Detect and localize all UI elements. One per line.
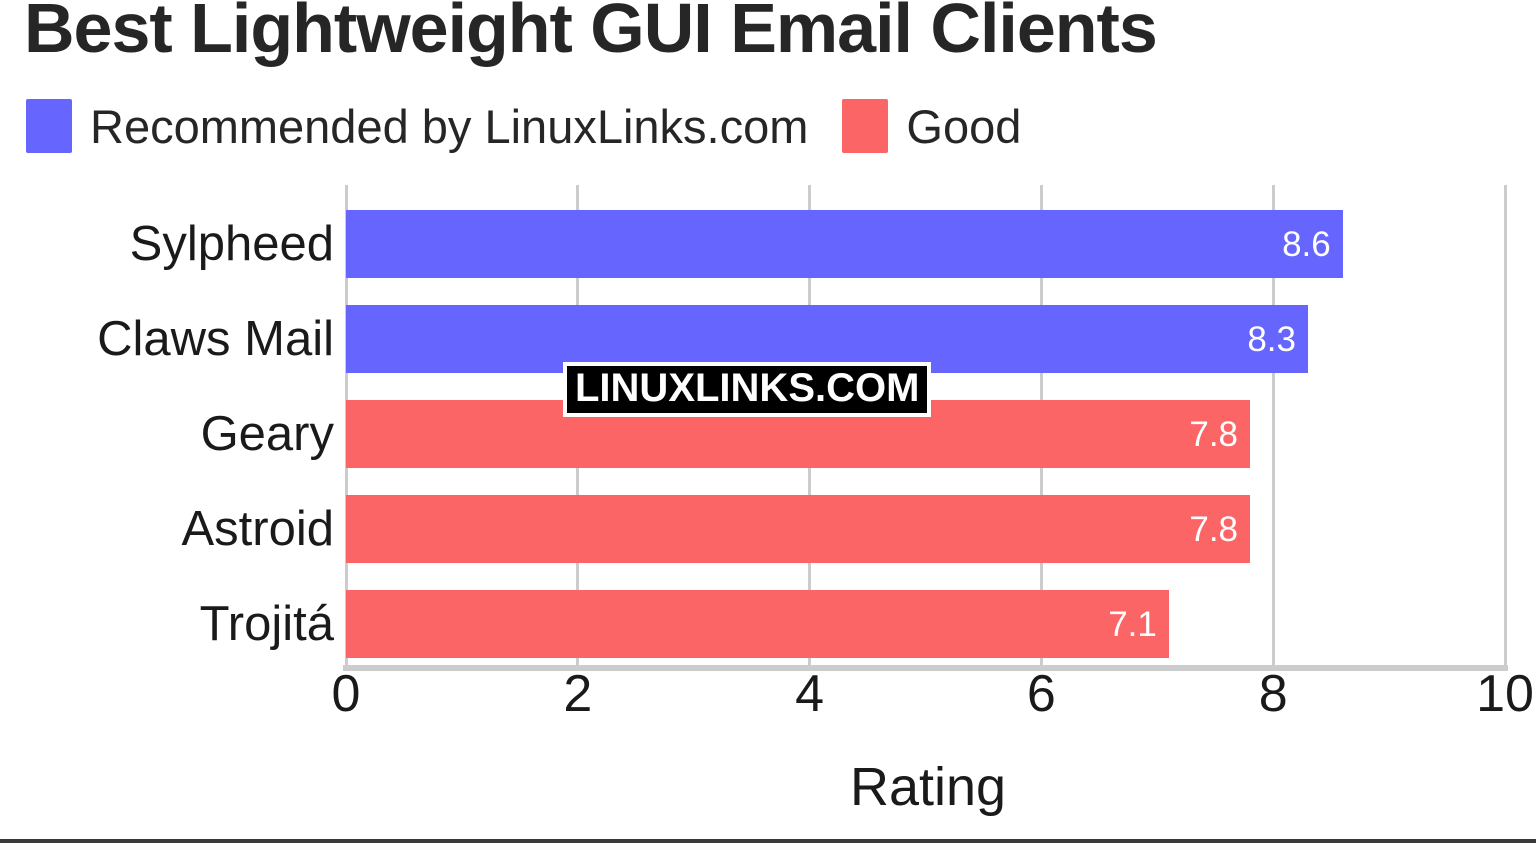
x-axis-title-text: Rating (849, 757, 1007, 817)
bar-trojitá[interactable]: 7.1 (346, 590, 1169, 658)
legend-label-good: Good (906, 99, 1022, 153)
chart-legend: Recommended by LinuxLinks.com Good (26, 98, 1055, 154)
y-axis-label-astroid: Astroid (181, 502, 334, 556)
bar-value-label: 7.8 (1189, 509, 1239, 549)
x-tick-2: 2 (563, 665, 593, 723)
bar-row: 8.3 (346, 305, 1505, 373)
y-axis-label-sylpheed: Sylpheed (129, 217, 334, 271)
y-axis-label-claws-mail: Claws Mail (97, 312, 334, 366)
bar-claws-mail[interactable]: 8.3 (346, 305, 1308, 373)
bar-value-label: 8.3 (1247, 319, 1296, 359)
bar-value-label: 7.1 (1108, 604, 1157, 644)
bar-sylpheed[interactable]: 8.6 (346, 210, 1343, 278)
legend-swatch-good-icon (842, 99, 889, 153)
x-axis-title: Rating (0, 760, 1536, 814)
x-tick-4: 4 (795, 665, 825, 723)
x-tick-10: 10 (1476, 665, 1534, 723)
bar-astroid[interactable]: 7.8 (346, 495, 1251, 563)
bar-row: 8.6 (346, 210, 1505, 278)
bar-row: 7.1 (346, 590, 1505, 658)
bar-row: 7.8 (346, 495, 1505, 563)
x-axis-baseline (343, 665, 1508, 671)
y-axis-label-trojitá: Trojitá (199, 597, 334, 651)
legend-item-good[interactable]: Good (842, 99, 1021, 153)
bar-value-label: 7.8 (1189, 414, 1239, 454)
watermark: LINUXLINKS.COM (563, 362, 932, 417)
legend-item-recommended[interactable]: Recommended by LinuxLinks.com (26, 99, 808, 153)
y-axis-label-geary: Geary (200, 407, 334, 461)
x-tick-0: 0 (331, 665, 361, 723)
y-axis-category-labels: Sylpheed Claws Mail Geary Astroid Trojitá (0, 185, 346, 665)
plot-area: 8.6 8.3 7.8 7.8 7.1 (343, 185, 1508, 671)
chart-title: Best Lightweight GUI Email Clients (24, 0, 1158, 67)
legend-label-recommended: Recommended by LinuxLinks.com (90, 99, 809, 153)
gridline-10 (1503, 185, 1507, 665)
x-tick-6: 6 (1026, 665, 1056, 723)
x-tick-8: 8 (1258, 665, 1288, 723)
bar-value-label: 8.6 (1282, 224, 1331, 264)
gridline-8 (1271, 185, 1275, 665)
legend-swatch-recommended-icon (26, 99, 72, 153)
